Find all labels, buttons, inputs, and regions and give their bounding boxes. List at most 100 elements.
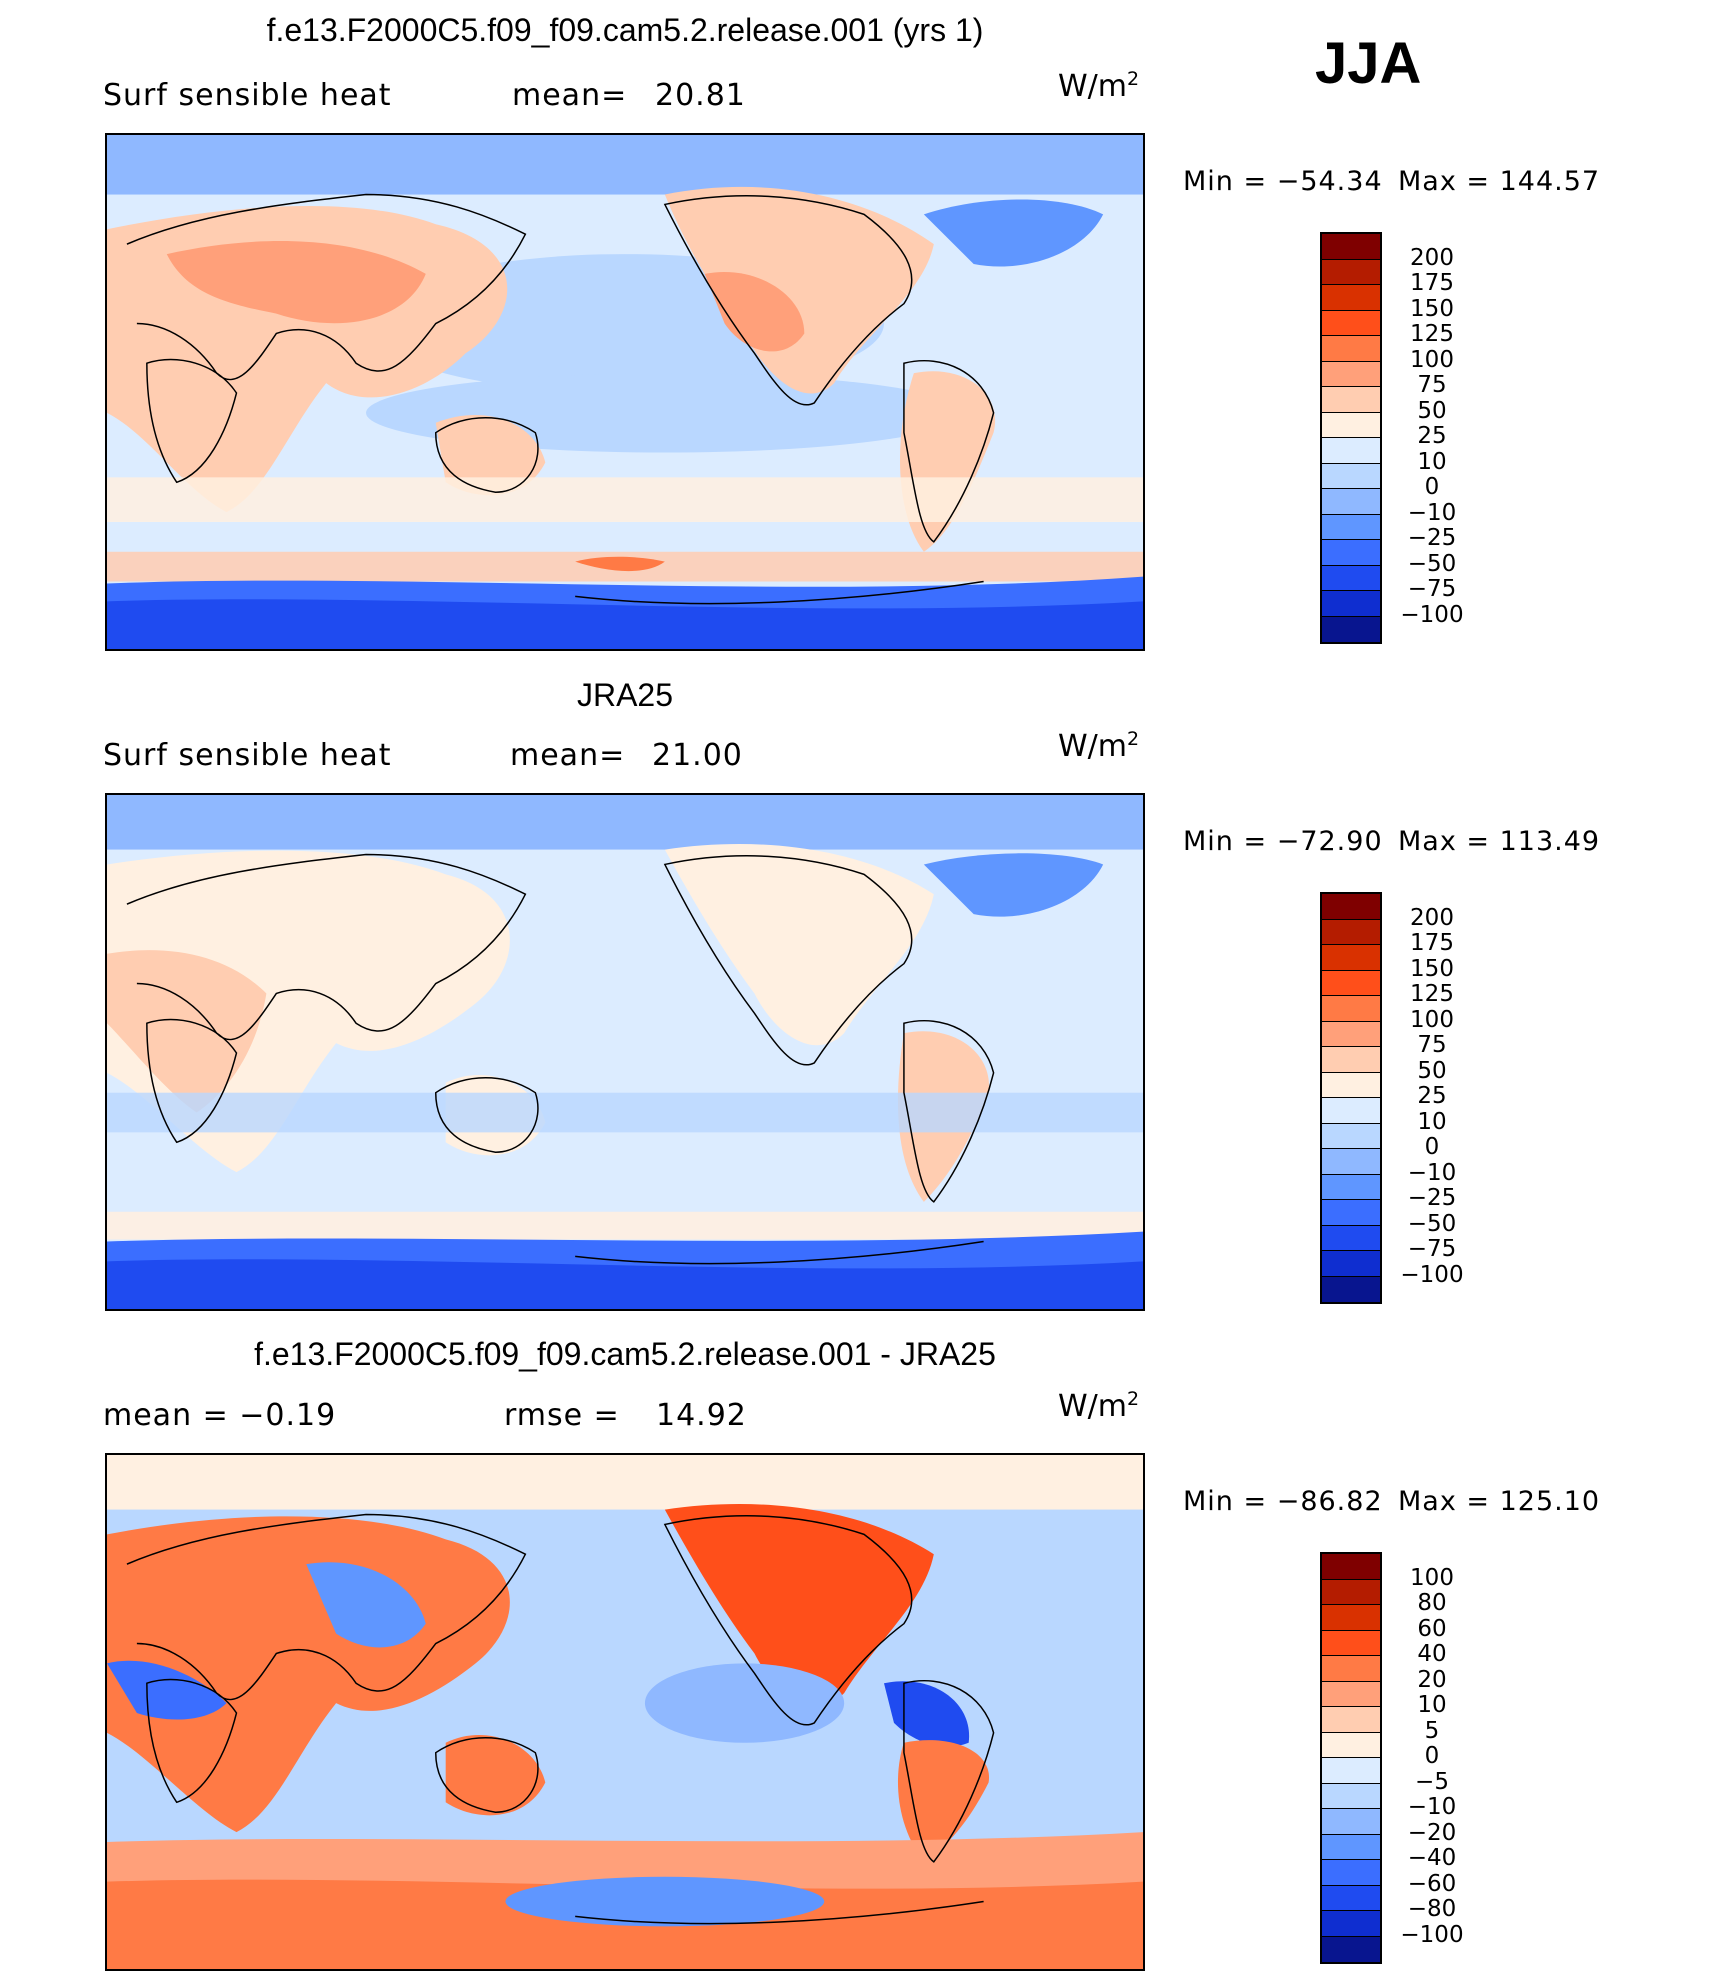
panel3-min-label: Min = −86.82 [1183,1486,1383,1517]
colorbar-tick: −75 [1407,1236,1457,1262]
panel2-colorbar-swatch [1322,1047,1380,1073]
panel3-map-field [107,1455,1143,1969]
panel1-units: W/m2 [1058,68,1140,104]
panel3-title: f.e13.F2000C5.f09_f09.cam5.2.release.001… [254,1336,996,1372]
panel3-max-label: Max = 125.10 [1398,1486,1601,1517]
panel1-colorbar-swatch [1322,489,1380,515]
panel3-colorbar-swatch [1322,1885,1380,1911]
colorbar-tick: −100 [1400,1922,1464,1948]
colorbar-tick: −25 [1407,525,1457,551]
colorbar-tick: 10 [1417,449,1447,475]
colorbar-tick: 100 [1410,347,1454,373]
panel3-colorbar-swatch [1322,1936,1380,1962]
panel2-colorbar-swatch [1322,1225,1380,1251]
colorbar-tick: −5 [1415,1769,1449,1795]
panel1-colorbar [1320,232,1382,644]
panel2-colorbar-swatch [1322,894,1380,920]
panel2-colorbar-swatch [1322,1200,1380,1226]
colorbar-tick: −10 [1407,1160,1457,1186]
colorbar-tick: 10 [1417,1692,1447,1718]
colorbar-tick: 200 [1410,245,1454,271]
colorbar-tick: 125 [1410,321,1454,347]
season-label: JJA [1315,31,1422,96]
panel3-colorbar-swatch [1322,1911,1380,1937]
colorbar-tick: 0 [1424,474,1440,500]
panel3-colorbar-swatch [1322,1860,1380,1886]
colorbar-tick: −100 [1400,1262,1464,1288]
panel1-colorbar-swatch [1322,387,1380,413]
panel3-rmse-value: 14.92 [656,1398,747,1433]
colorbar-tick: −10 [1407,1794,1457,1820]
panel2-mean-label: mean= [510,738,626,773]
panel3-colorbar-swatch [1322,1605,1380,1631]
panel1-min-label: Min = −54.34 [1183,166,1383,197]
panel3-colorbar-swatch [1322,1783,1380,1809]
panel3-units: W/m2 [1058,1388,1140,1424]
panel2-title: JRA25 [576,677,674,713]
colorbar-tick: 0 [1424,1743,1440,1769]
panel1-mean-value: 20.81 [655,78,746,113]
colorbar-tick: 25 [1417,423,1447,449]
panel1-colorbar-swatch [1322,361,1380,387]
panel2-colorbar-swatch [1322,970,1380,996]
panel1-map [105,133,1145,651]
panel1-colorbar-swatch [1322,438,1380,464]
panel2-colorbar-swatch [1322,1149,1380,1175]
panel2-colorbar-swatch [1322,1098,1380,1124]
panel3-mean-label: mean = −0.19 [103,1398,337,1433]
panel3-map [105,1453,1145,1971]
panel2-colorbar-swatch [1322,1251,1380,1277]
colorbar-tick: 150 [1410,296,1454,322]
panel3-colorbar-swatch [1322,1732,1380,1758]
colorbar-tick: −60 [1407,1871,1457,1897]
colorbar-tick: 10 [1417,1109,1447,1135]
panel1-colorbar-swatch [1322,412,1380,438]
panel2-max-label: Max = 113.49 [1398,826,1601,857]
panel2-colorbar [1320,892,1382,1304]
panel2-units: W/m2 [1058,728,1140,764]
colorbar-tick: 75 [1417,372,1447,398]
panel2-colorbar-swatch [1322,919,1380,945]
panel2-colorbar-swatch [1322,996,1380,1022]
colorbar-tick: 50 [1417,1058,1447,1084]
panel1-colorbar-swatch [1322,234,1380,260]
colorbar-tick: −25 [1407,1185,1457,1211]
panel2-colorbar-swatch [1322,1174,1380,1200]
panel1-mean-label: mean= [512,78,628,113]
panel1-colorbar-swatch [1322,616,1380,642]
panel3-colorbar-swatch [1322,1834,1380,1860]
colorbar-tick: −100 [1400,602,1464,628]
panel2-mean-value: 21.00 [652,738,743,773]
panel1-colorbar-swatch [1322,463,1380,489]
panel1-colorbar-swatch [1322,285,1380,311]
colorbar-tick: 60 [1417,1616,1447,1642]
panel1-colorbar-swatch [1322,259,1380,285]
colorbar-tick: 20 [1417,1667,1447,1693]
panel2-colorbar-swatch [1322,945,1380,971]
colorbar-tick: 175 [1410,270,1454,296]
colorbar-tick: 75 [1417,1032,1447,1058]
panel1-variable-label: Surf sensible heat [103,78,392,113]
panel3-colorbar-swatch [1322,1579,1380,1605]
panel2-colorbar-swatch [1322,1123,1380,1149]
panel1-colorbar-swatch [1322,591,1380,617]
panel1-colorbar-swatch [1322,336,1380,362]
panel2-min-label: Min = −72.90 [1183,826,1383,857]
colorbar-tick: 100 [1410,1565,1454,1591]
colorbar-tick: 150 [1410,956,1454,982]
panel2-map [105,793,1145,1311]
colorbar-tick: 25 [1417,1083,1447,1109]
panel2-map-field [107,795,1143,1309]
colorbar-tick: −10 [1407,500,1457,526]
panel3-colorbar-swatch [1322,1681,1380,1707]
colorbar-tick: −40 [1407,1845,1457,1871]
colorbar-tick: 50 [1417,398,1447,424]
panel2-colorbar-swatch [1322,1276,1380,1302]
panel1-title: f.e13.F2000C5.f09_f09.cam5.2.release.001… [266,12,984,48]
colorbar-tick: 5 [1424,1718,1440,1744]
panel3-colorbar-swatch [1322,1630,1380,1656]
colorbar-tick: 40 [1417,1641,1447,1667]
panel2-variable-label: Surf sensible heat [103,738,392,773]
colorbar-tick: 200 [1410,905,1454,931]
colorbar-tick: −20 [1407,1820,1457,1846]
